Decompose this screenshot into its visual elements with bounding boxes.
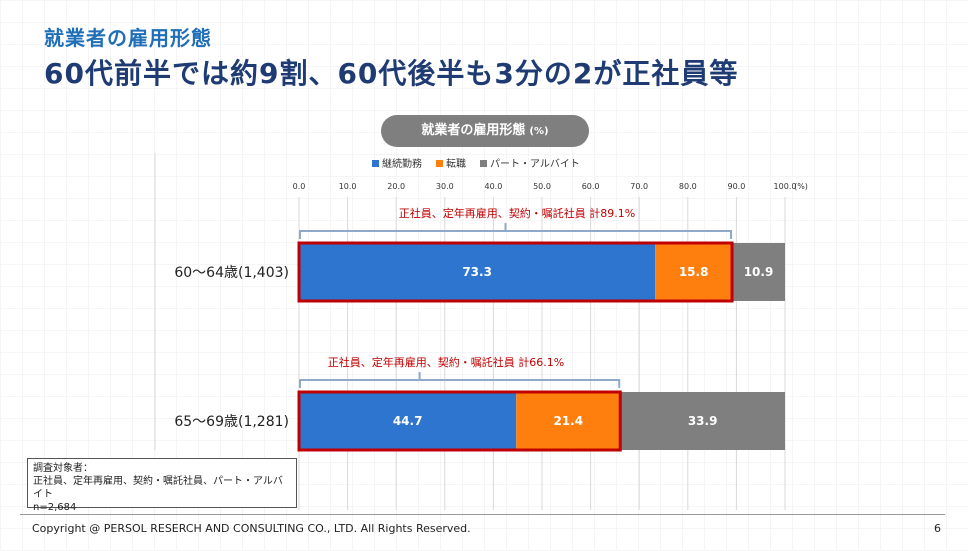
note-line-2: 正社員、定年再雇用、契約・嘱託社員、パート・アルバイト [33, 476, 283, 500]
x-tick-label: 70.0 [630, 182, 648, 191]
bracket [299, 223, 733, 239]
legend-label-2: パート・アルバイト [490, 158, 580, 170]
x-tick-label: 60.0 [582, 182, 600, 191]
data-label: 33.9 [688, 414, 718, 428]
chart-unit: (%) [529, 126, 549, 137]
x-tick-label: 30.0 [436, 182, 454, 191]
legend-label-0: 継続勤務 [382, 157, 422, 170]
data-label: 73.3 [462, 265, 492, 279]
bar-segment [299, 392, 517, 450]
bar-segment [516, 392, 621, 450]
legend-swatch-2 [480, 160, 487, 167]
bar-segment [732, 243, 785, 301]
data-label: 21.4 [553, 414, 583, 428]
data-label: 10.9 [744, 265, 774, 279]
section-title: 就業者の雇用形態 [44, 26, 212, 50]
x-tick-label: 0.0 [293, 182, 306, 191]
data-label: 44.7 [393, 414, 423, 428]
note-line-3: n=2,684 [33, 502, 77, 513]
x-tick-label: 100.0 [774, 182, 797, 191]
total-annotation: 正社員、定年再雇用、契約・嘱託社員 計89.1% [399, 206, 635, 220]
bracket [299, 372, 621, 388]
page-number: 6 [934, 522, 941, 535]
bar-segment [299, 243, 656, 301]
bar-segment [620, 392, 785, 450]
chart-title: 就業者の雇用形態 [421, 123, 526, 138]
survey-note-box: 調査対象者： 正社員、定年再雇用、契約・嘱託社員、パート・アルバイト n=2,6… [27, 458, 297, 513]
x-tick-label: 90.0 [727, 182, 745, 191]
category-label: 60～64歳(1,403) [174, 265, 289, 281]
legend-swatch-1 [436, 160, 443, 167]
x-tick-label: 80.0 [679, 182, 697, 191]
bar-segment [655, 243, 733, 301]
total-annotation: 正社員、定年再雇用、契約・嘱託社員 計66.1% [328, 355, 564, 369]
note-line-1: 調査対象者： [33, 463, 93, 474]
x-tick-label: 40.0 [484, 182, 502, 191]
slide-headline: 60代前半では約9割、60代後半も3分の2が正社員等 [44, 57, 739, 90]
x-tick-label: 20.0 [387, 182, 405, 191]
x-tick-unit: (%) [794, 182, 808, 191]
copyright-text: Copyright @ PERSOL RESERCH AND CONSULTIN… [32, 522, 471, 535]
chart-title-pill: 就業者の雇用形態 (%) [381, 115, 589, 147]
x-tick-label: 50.0 [533, 182, 551, 191]
legend-swatch-0 [372, 160, 379, 167]
x-tick-label: 10.0 [339, 182, 357, 191]
data-label: 15.8 [679, 265, 709, 279]
highlight-box [297, 390, 622, 452]
highlight-box [297, 241, 734, 303]
footer-divider [20, 514, 945, 515]
category-label: 65～69歳(1,281) [174, 414, 289, 430]
legend-label-1: 転職 [446, 158, 466, 170]
